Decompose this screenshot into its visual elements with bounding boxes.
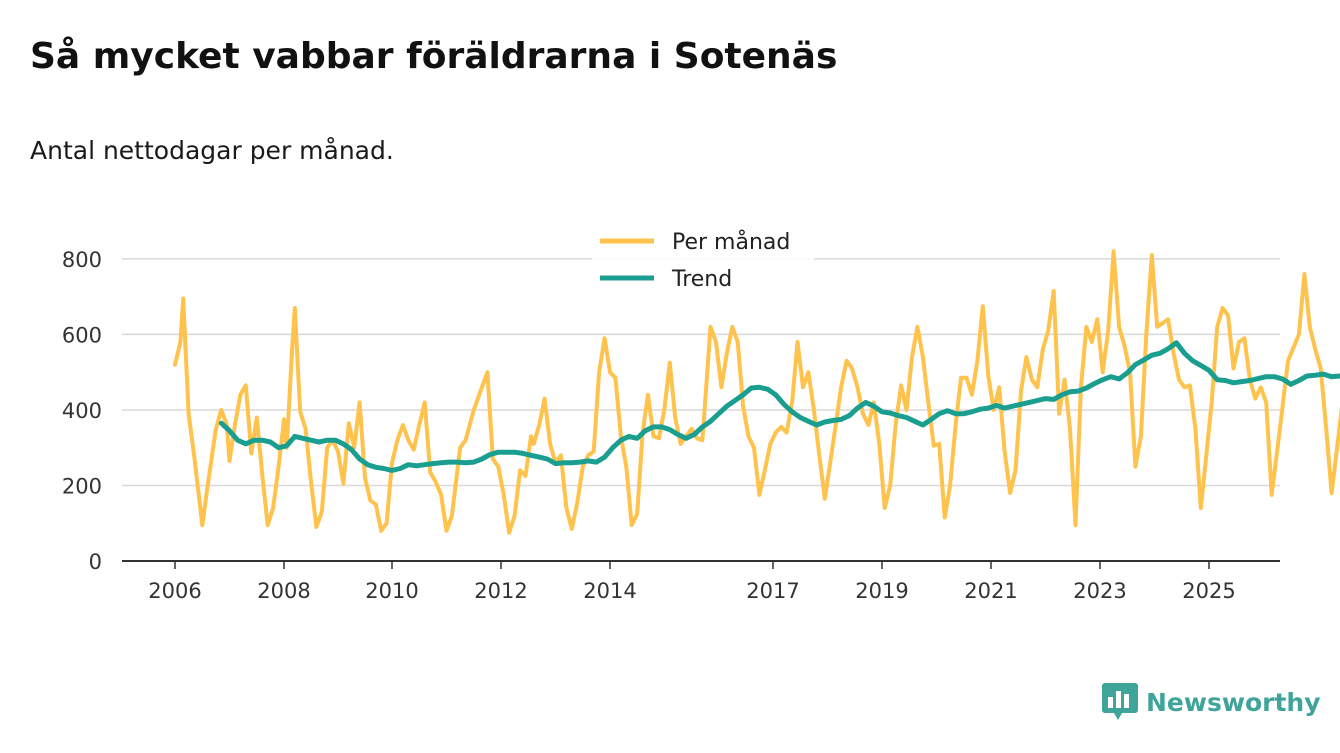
x-tick-label-2025: 2025 — [1182, 579, 1235, 603]
y-tick-label-600: 600 — [62, 323, 102, 347]
y-tick-label-200: 200 — [62, 474, 102, 498]
x-axis-ticks: 2006 2008 2010 2012 2014 2017 2019 2021 2023 2025 — [148, 561, 1236, 603]
y-tick-label-800: 800 — [62, 248, 102, 272]
x-tick-label-2017: 2017 — [746, 579, 799, 603]
series-lines — [173, 249, 1340, 535]
x-tick-label-2023: 2023 — [1073, 579, 1126, 603]
x-tick-label-2021: 2021 — [964, 579, 1017, 603]
legend: Per månad Trend — [592, 226, 814, 296]
x-tick-label-2019: 2019 — [855, 579, 908, 603]
legend-background — [592, 226, 814, 296]
x-tick-label-2010: 2010 — [365, 579, 418, 603]
x-tick-label-2012: 2012 — [474, 579, 527, 603]
legend-label-1: Trend — [671, 267, 732, 292]
chart-title: Så mycket vabbar föräldrarna i Sotenäs — [30, 36, 838, 77]
x-tick-label-2014: 2014 — [583, 579, 636, 603]
series-line-per-manad — [173, 249, 1340, 535]
brand-logo: Newsworthy — [1102, 682, 1321, 722]
chart-subtitle: Antal nettodagar per månad. — [30, 136, 394, 165]
y-tick-label-400: 400 — [62, 399, 102, 423]
series-line-trend — [218, 340, 1340, 473]
x-tick-label-2006: 2006 — [148, 579, 201, 603]
legend-label-0: Per månad — [672, 229, 790, 255]
brand-name: Newsworthy — [1146, 687, 1321, 717]
newsworthy-logo-icon — [1102, 683, 1138, 720]
y-tick-label-0: 0 — [89, 550, 102, 574]
y-axis-tick-labels: 0 200 400 600 800 — [62, 248, 102, 574]
x-tick-label-2008: 2008 — [257, 579, 310, 603]
